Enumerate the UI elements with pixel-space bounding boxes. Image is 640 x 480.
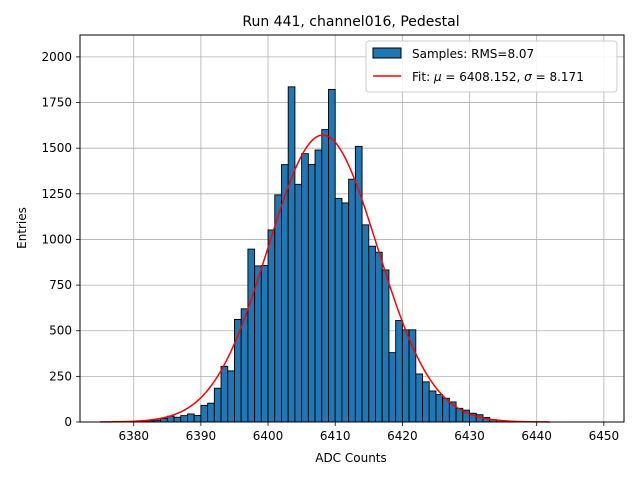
- histogram-bar: [307, 163, 316, 423]
- y-tick-label: 1000: [41, 232, 72, 246]
- fit-sigma-symbol: σ: [524, 70, 532, 84]
- histogram-bar: [314, 149, 323, 423]
- y-tick-label: 1750: [41, 96, 72, 110]
- y-tick-label: 0: [64, 415, 72, 429]
- histogram-bar: [267, 229, 276, 423]
- legend-label-samples: Samples: RMS=8.07: [412, 47, 534, 61]
- histogram-bar: [247, 248, 256, 423]
- plot-frame: [79, 34, 625, 423]
- fit-sigma-value: 8.171: [549, 70, 583, 84]
- histogram-bar: [193, 414, 202, 423]
- histogram-bar: [227, 370, 235, 423]
- x-tick-label: 6420: [387, 429, 418, 443]
- histogram-bar: [260, 265, 269, 423]
- histogram-bar: [213, 387, 222, 423]
- x-tick-label: 6440: [521, 429, 552, 443]
- histogram-bar: [401, 329, 410, 423]
- y-tick-label: 500: [49, 324, 72, 338]
- x-tick-label: 6390: [186, 429, 217, 443]
- histogram-bar: [160, 418, 168, 423]
- histogram-bar: [354, 145, 363, 423]
- histogram-bar: [375, 251, 383, 423]
- fit-mu-value: 6408.152: [459, 70, 516, 84]
- x-tick-label: 6380: [118, 429, 149, 443]
- histogram-bar: [428, 390, 437, 423]
- x-axis-ticks: 6380 6390 6400 6410 6420 6430 6440 6450: [118, 422, 619, 443]
- histogram-bar: [187, 413, 195, 423]
- x-axis-label: ADC Counts: [315, 451, 387, 465]
- histogram-bars: [126, 86, 538, 423]
- histogram-bar: [301, 153, 309, 423]
- legend-box: [365, 40, 618, 93]
- x-tick-label: 6400: [253, 429, 284, 443]
- fit-mu-symbol: μ: [433, 70, 442, 84]
- histogram-bar: [207, 402, 215, 423]
- histogram-bar: [334, 197, 343, 423]
- histogram-bar: [348, 178, 356, 423]
- histogram-bar: [294, 183, 303, 423]
- histogram-bar: [287, 86, 296, 423]
- x-tick-label: 6450: [589, 429, 620, 443]
- legend-label-fit: Fit: μ = 6408.152, σ = 8.171: [412, 70, 584, 84]
- legend: Samples: RMS=8.07 Fit: μ = 6408.152, σ =…: [365, 40, 618, 93]
- y-tick-label: 1500: [41, 141, 72, 155]
- fit-separator: ,: [517, 70, 525, 84]
- histogram-bar: [321, 129, 329, 423]
- y-tick-label: 2000: [41, 50, 72, 64]
- chart-title: Run 441, channel016, Pedestal: [242, 14, 459, 30]
- y-axis-ticks: 0 250 500 750 1000 1250 1500 1750 2000: [41, 50, 80, 429]
- fit-sigma-equals: =: [532, 70, 550, 84]
- histogram-bar: [368, 245, 376, 423]
- histogram-bar: [341, 202, 350, 423]
- histogram-bar: [173, 416, 182, 423]
- fit-mu-equals: =: [442, 70, 460, 84]
- histogram-bar: [220, 365, 229, 423]
- histogram-bar: [361, 224, 370, 423]
- fit-curve: [100, 134, 551, 423]
- histogram-bar: [435, 394, 444, 423]
- y-tick-label: 750: [49, 278, 72, 292]
- histogram-bar: [415, 373, 423, 423]
- histogram-bar: [274, 194, 282, 423]
- histogram-bar: [395, 320, 403, 423]
- y-axis-label: Entries: [15, 207, 29, 249]
- histogram-bar: [388, 352, 397, 423]
- histogram-bar: [200, 404, 209, 423]
- x-tick-label: 6430: [454, 429, 485, 443]
- y-tick-label: 250: [49, 369, 72, 383]
- histogram-bar: [422, 381, 430, 423]
- histogram-bar: [180, 415, 188, 423]
- histogram-bar: [408, 329, 417, 423]
- x-tick-label: 6410: [320, 429, 351, 443]
- histogram-bar: [381, 269, 390, 423]
- fit-label-prefix: Fit:: [412, 70, 434, 84]
- legend-patch-samples: [372, 47, 402, 59]
- y-tick-label: 1250: [41, 187, 72, 201]
- histogram-bar: [254, 265, 262, 423]
